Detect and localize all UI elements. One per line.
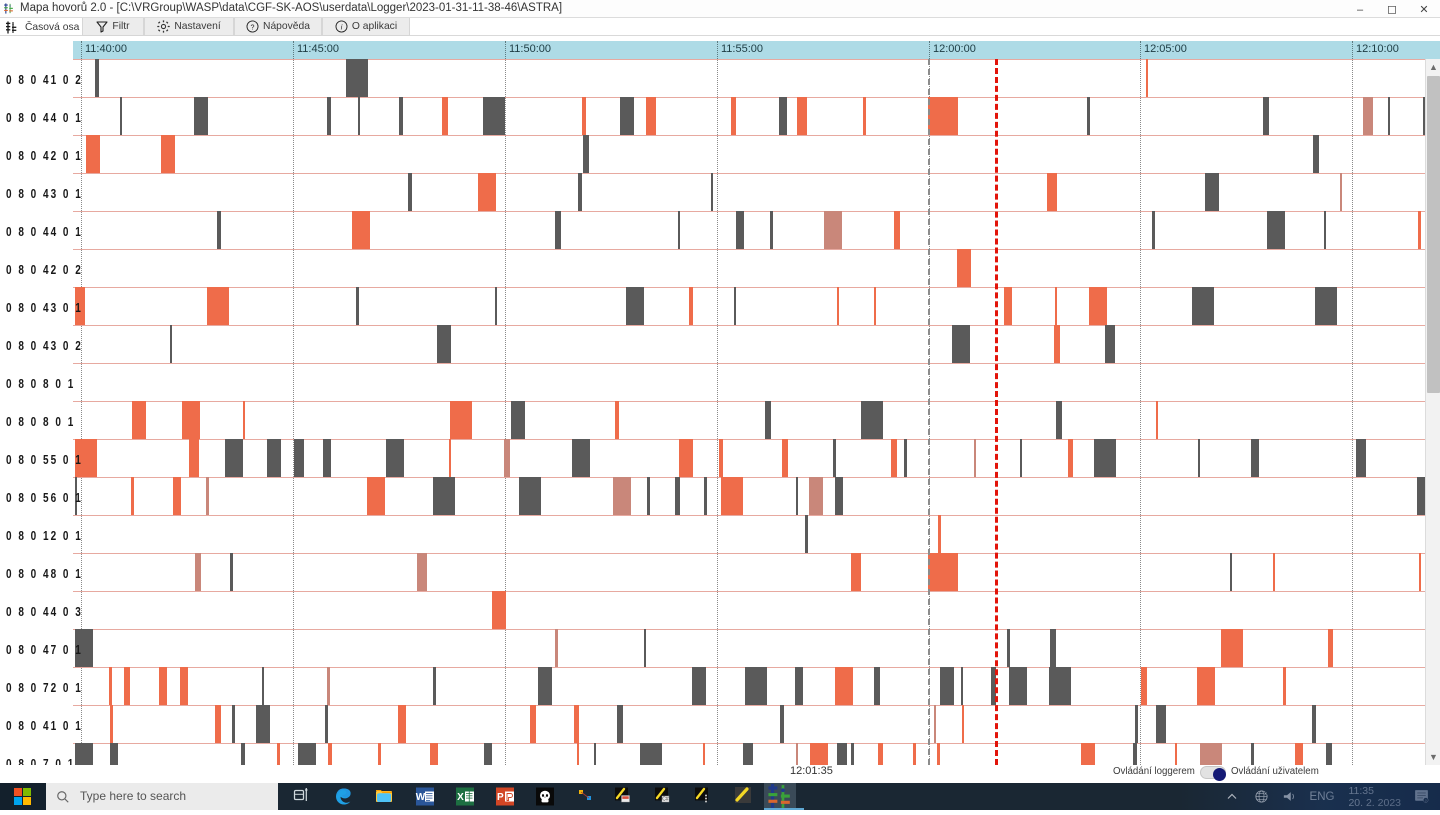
svg-text:C#: C# xyxy=(662,797,669,803)
svg-text:X: X xyxy=(457,792,464,803)
svg-text:?: ? xyxy=(251,23,255,31)
svg-text:i: i xyxy=(341,23,343,31)
svg-text:W: W xyxy=(416,792,426,803)
svg-text:P: P xyxy=(497,792,504,803)
